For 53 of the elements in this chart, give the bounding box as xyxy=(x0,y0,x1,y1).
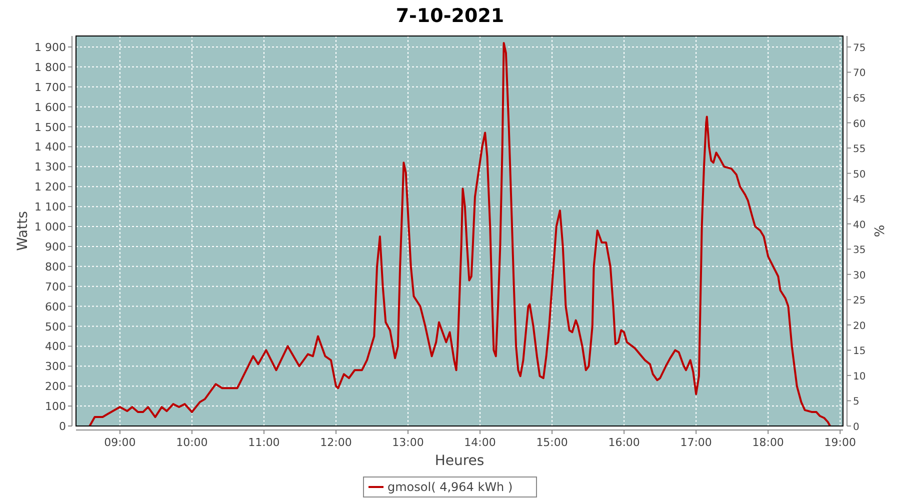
y2-tick-label: 55 xyxy=(853,144,866,156)
y2-tick-label: 25 xyxy=(853,296,866,307)
x-tick-label: 13:00 xyxy=(392,436,424,449)
line-series xyxy=(88,42,832,427)
y-tick-label: 900 xyxy=(45,240,66,254)
y-tick-label: 1 800 xyxy=(34,60,66,74)
y2-tick-label: 35 xyxy=(853,245,866,256)
y-tick-label: 1 900 xyxy=(34,40,66,54)
y-tick-label: 500 xyxy=(45,320,66,334)
x-axis-title: Heures xyxy=(434,453,484,469)
y2-axis-title: % xyxy=(873,224,888,238)
y2-tick-label: 10 xyxy=(853,371,866,382)
y2-tick-label: 5 xyxy=(853,396,860,408)
x-tick-label: 11:00 xyxy=(248,436,280,449)
y2-tick-label: 15 xyxy=(853,346,866,358)
y2-tick-label: 75 xyxy=(853,42,866,54)
y-tick-label: 800 xyxy=(45,260,66,274)
chart-title: 7-10-2021 xyxy=(396,5,504,27)
x-tick-label: 14:00 xyxy=(464,436,496,449)
y-tick-label: 400 xyxy=(45,340,66,354)
y-tick-label: 1 200 xyxy=(34,180,66,194)
y-tick-label: 1 400 xyxy=(34,140,66,154)
x-tick-label: 16:00 xyxy=(608,436,640,449)
y-tick-label: 700 xyxy=(45,280,66,294)
y-tick-label: 300 xyxy=(45,360,66,374)
y2-tick-label: 50 xyxy=(853,169,866,180)
y-tick-label: 1 500 xyxy=(34,120,66,134)
y-tick-label: 1 100 xyxy=(34,200,66,214)
y-tick-label: 200 xyxy=(45,380,66,394)
x-tick-label: 18:00 xyxy=(752,436,784,449)
legend-label: gmosol( 4,964 kWh ) xyxy=(388,480,513,494)
y2-tick-label: 60 xyxy=(853,118,866,130)
x-tick-label: 15:00 xyxy=(536,436,568,449)
y-tick-label: 1 300 xyxy=(34,160,66,174)
y-tick-label: 600 xyxy=(45,300,66,314)
y2-tick-label: 30 xyxy=(853,270,866,282)
y2-tick-label: 70 xyxy=(853,68,866,80)
x-tick-label: 17:00 xyxy=(680,436,712,449)
y-tick-label: 1 700 xyxy=(34,80,66,94)
x-tick-label: 12:00 xyxy=(320,436,352,449)
y2-tick-label: 0 xyxy=(853,422,860,433)
y2-tick-label: 65 xyxy=(853,94,866,105)
y-tick-label: 0 xyxy=(59,420,66,433)
x-tick-label: 10:00 xyxy=(176,436,208,449)
y2-tick-label: 20 xyxy=(853,320,866,332)
y2-tick-label: 40 xyxy=(853,220,866,231)
y-axis-title: Watts xyxy=(15,211,31,251)
y-tick-label: 1 600 xyxy=(34,100,66,114)
y2-tick-label: 45 xyxy=(853,194,866,206)
x-tick-label: 19:00 xyxy=(824,436,856,449)
y-tick-label: 1 000 xyxy=(34,220,66,234)
y-tick-label: 100 xyxy=(45,400,66,414)
x-tick-label: 09:00 xyxy=(104,436,136,449)
